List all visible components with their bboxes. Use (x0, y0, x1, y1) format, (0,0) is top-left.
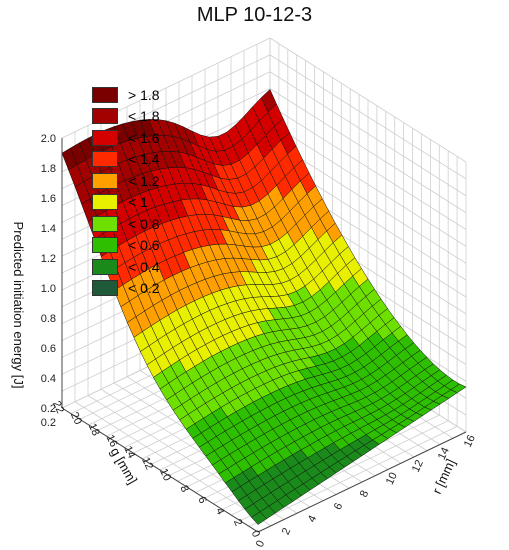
legend-label: < 1.2 (128, 172, 160, 189)
legend-item: < 1 (92, 192, 160, 214)
legend-label: < 1 (128, 194, 148, 211)
g-tick-label: 10 (157, 467, 173, 483)
chart-title: MLP 10-12-3 (196, 4, 313, 26)
r-tick-label: 0 (254, 539, 267, 550)
g-tick-label: 0 (249, 529, 262, 540)
g-tick-label: 8 (177, 484, 190, 495)
legend-label: < 1.4 (128, 151, 160, 168)
z-tick-label: 1.6 (41, 193, 56, 205)
legend-swatch (92, 215, 118, 232)
z-tick-label: 2.0 (41, 133, 56, 145)
legend-swatch (92, 280, 118, 297)
legend-item: < 1.6 (92, 127, 160, 149)
g-tick-label: 22 (50, 399, 66, 415)
z-tick-label: 0.6 (41, 343, 56, 355)
legend-item: < 1.2 (92, 170, 160, 192)
legend-item: < 0.4 (92, 256, 160, 278)
g-axis-line (61, 407, 259, 533)
legend-item: < 1.4 (92, 149, 160, 171)
surface-cell (450, 383, 467, 393)
legend-swatch (92, 194, 118, 211)
z-tick-label: 1.2 (41, 253, 56, 265)
legend-item: > 1.8 (92, 84, 160, 106)
legend-item: < 0.6 (92, 235, 160, 257)
g-tick-label: 20 (68, 410, 84, 426)
z-axis-label: Predicted initiation energy [J] (11, 222, 26, 389)
legend-swatch (92, 86, 118, 103)
g-tick-label: 4 (213, 506, 226, 517)
legend-swatch (92, 151, 118, 168)
r-tick-label: 6 (332, 501, 345, 512)
legend-label: > 1.8 (128, 86, 160, 103)
z-tick-label: 0.4 (41, 373, 56, 385)
g-tick-label: 14 (121, 444, 137, 460)
z-tick-label: 1.0 (41, 283, 56, 295)
g-tick-label: 6 (195, 495, 208, 506)
z-tick-label: 0.2 (41, 403, 56, 415)
axes (61, 138, 467, 533)
legend-swatch (92, 237, 118, 254)
grid-line (248, 426, 458, 527)
legend-label: < 0.4 (128, 258, 160, 275)
z-tick-label: 0.2 (41, 417, 56, 429)
z-tick-label: 1.4 (41, 223, 56, 235)
legend-label: < 0.2 (128, 280, 160, 297)
r-tick-label: 10 (384, 471, 400, 487)
g-tick-label: 12 (139, 455, 155, 471)
legend-swatch (92, 172, 118, 189)
r-tick-label: 12 (410, 458, 426, 474)
legend-swatch (92, 129, 118, 146)
legend-label: < 1.6 (128, 129, 160, 146)
r-tick-label: 2 (280, 526, 293, 537)
surface-mesh (61, 88, 467, 525)
legend-swatch (92, 258, 118, 275)
legend-item: < 0.2 (92, 278, 160, 300)
r-tick-label: 14 (436, 446, 452, 462)
r-axis-label: r [mm] (429, 457, 458, 497)
g-tick-label: 16 (104, 433, 120, 449)
legend-item: < 0.8 (92, 213, 160, 235)
legend-swatch (92, 108, 118, 125)
z-tick-label: 0.8 (41, 313, 56, 325)
r-tick-label: 8 (358, 489, 371, 500)
z-tick-label: 1.8 (41, 163, 56, 175)
r-tick-label: 16 (462, 433, 478, 449)
legend-item: < 1.8 (92, 106, 160, 128)
legend-label: < 1.8 (128, 108, 160, 125)
r-tick-label: 4 (306, 514, 319, 525)
legend: > 1.8 < 1.8 < 1.6 < 1.4 < 1.2 < 1 < 0.8 < 0.6 < … (92, 84, 160, 299)
g-tick-label: 18 (86, 422, 102, 438)
legend-label: < 0.8 (128, 215, 160, 232)
legend-label: < 0.6 (128, 237, 160, 254)
r-axis-line (257, 431, 467, 533)
g-tick-label: 2 (231, 517, 244, 528)
